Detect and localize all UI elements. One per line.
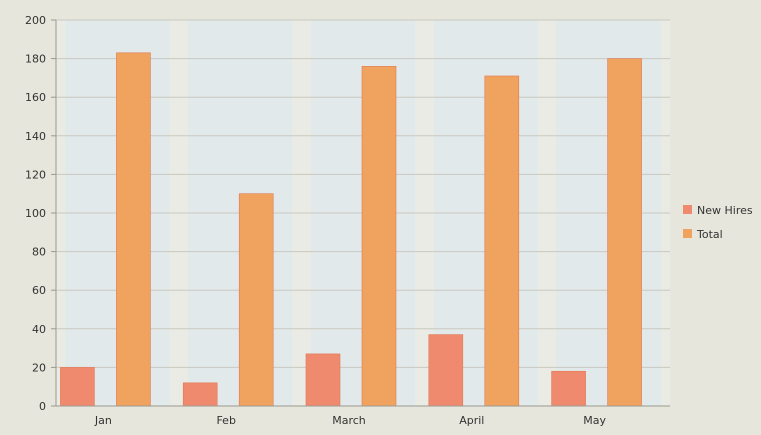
bar-new-hires-jan [60, 367, 95, 407]
bar-new-hires-april [428, 334, 464, 407]
x-tick-label: Feb [216, 414, 235, 427]
legend-swatch [683, 205, 692, 214]
legend: New Hires Total [683, 204, 753, 241]
bar-new-hires-may [551, 370, 586, 407]
y-tick-label: 80 [32, 246, 46, 259]
bar-total-may [607, 58, 642, 407]
y-tick-label: 100 [25, 207, 46, 220]
bars [60, 52, 642, 407]
bar-new-hires-march [305, 353, 341, 407]
x-axis: Jan Feb March April May [56, 405, 670, 427]
x-tick-label: April [459, 414, 484, 427]
y-tick-label: 20 [32, 361, 46, 374]
legend-label: Total [696, 228, 723, 241]
y-tick-label: 140 [25, 130, 46, 143]
y-tick-label: 0 [39, 400, 46, 413]
y-tick-label: 120 [25, 168, 46, 181]
x-tick-label: Jan [94, 414, 112, 427]
y-axis: 0 20 40 60 80 100 120 140 160 180 200 [25, 14, 57, 413]
y-tick-label: 180 [25, 53, 46, 66]
bar-total-april [484, 75, 520, 407]
y-tick-label: 40 [32, 323, 46, 336]
y-tick-label: 200 [25, 14, 46, 27]
y-tick-label: 160 [25, 91, 46, 104]
legend-swatch [683, 229, 692, 238]
bar-total-march [361, 66, 397, 407]
bar-total-jan [116, 52, 151, 407]
x-tick-label: March [332, 414, 366, 427]
y-tick-label: 60 [32, 284, 46, 297]
legend-label: New Hires [697, 204, 753, 217]
bar-new-hires-feb [182, 382, 218, 407]
bar-total-feb [238, 193, 274, 407]
x-tick-label: May [583, 414, 606, 427]
